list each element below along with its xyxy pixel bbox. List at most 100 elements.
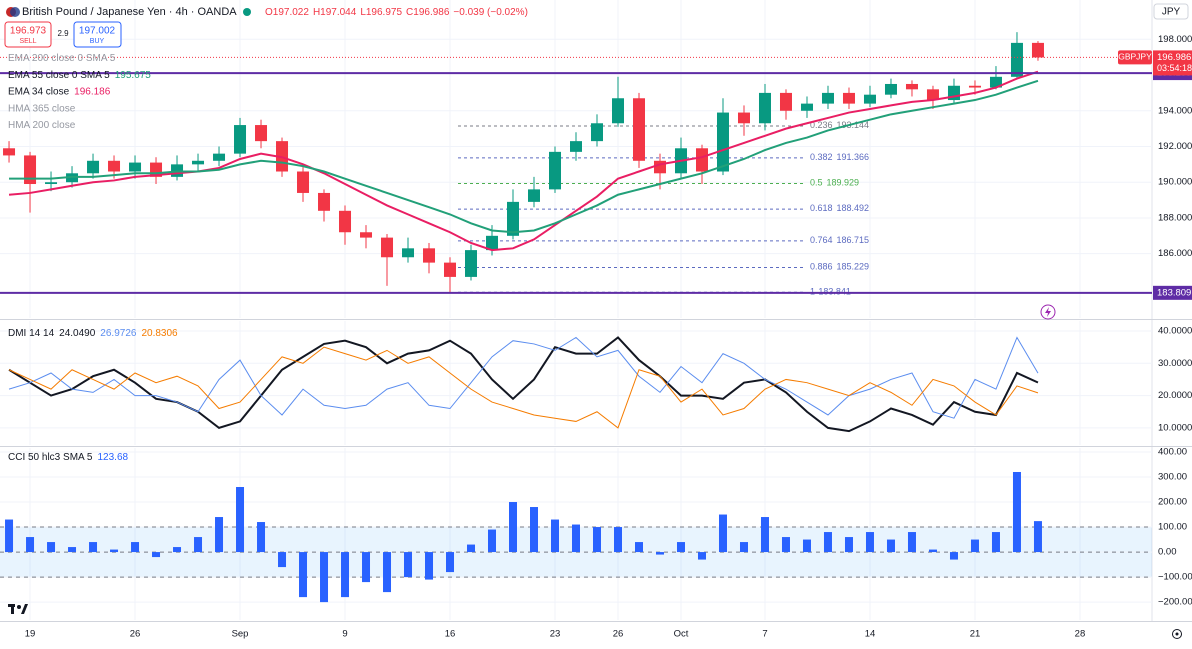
y-tick-label: −100.00: [1158, 572, 1192, 583]
indicator-legend: HMA 200 close: [8, 120, 76, 131]
cci-bar: [718, 514, 727, 553]
fib-label: 0.5 189.929: [810, 178, 859, 188]
legend-title: EMA 34 close: [8, 86, 70, 97]
x-tick-label: 23: [550, 629, 561, 640]
candle-body: [402, 248, 415, 258]
legend-value: 20.8306: [141, 328, 178, 339]
indicator-line: [8, 70, 1039, 252]
y-tick-label: 192.000: [1158, 141, 1192, 152]
candle-body: [87, 160, 100, 174]
legend-value: 123.68: [97, 452, 128, 463]
candle-body: [234, 125, 247, 154]
candle-body: [465, 250, 478, 277]
cci-bar: [47, 542, 56, 553]
last-price-text: 196.986: [1157, 52, 1191, 63]
candle-body: [989, 76, 1002, 88]
cci-bar: [739, 542, 748, 553]
candle-body: [255, 125, 268, 142]
x-tick-label: Oct: [674, 629, 689, 640]
cci-bar: [697, 552, 706, 560]
cci-bar: [320, 552, 329, 603]
indicator-line: [8, 336, 1039, 419]
x-tick-label: 19: [25, 629, 36, 640]
fib-label: 0.382 191.366: [810, 152, 869, 162]
legend-title: EMA 200 close 0 SMA 5: [8, 53, 116, 64]
cci-bar: [194, 537, 203, 553]
cci-bar: [257, 522, 266, 553]
candle-body: [821, 92, 834, 104]
candle-body: [24, 155, 37, 185]
ohlc-header: O197.022 H197.044 L196.975 C196.986 −0.039 (…: [265, 7, 528, 18]
cci-bar: [613, 527, 622, 553]
y-tick-label: 186.000: [1158, 248, 1192, 259]
y-tick-label: 10.0000: [1158, 422, 1192, 433]
cci-bar: [236, 487, 245, 553]
fib-ratio: 0.618: [810, 204, 833, 214]
candle-body: [549, 151, 562, 190]
candle-body: [528, 189, 541, 202]
candle-body: [632, 98, 645, 161]
sell-price: 196.973: [10, 26, 47, 37]
cci-bar: [467, 544, 476, 553]
cci-bar: [530, 507, 539, 553]
x-tick-label: 16: [445, 629, 456, 640]
cci-bar: [949, 552, 958, 560]
candle-body: [108, 160, 121, 172]
cci-bar: [26, 537, 35, 553]
cci-bar: [572, 524, 580, 553]
cci-bar: [634, 542, 643, 553]
candle-body: [192, 160, 205, 165]
fib-ratio: 0.764: [810, 235, 833, 245]
legend-title: CCI 50 hlc3 SMA 5: [8, 452, 93, 463]
fib-ratio: 0.382: [810, 152, 833, 162]
candle-body: [863, 94, 876, 104]
lightning-icon[interactable]: [1040, 304, 1056, 320]
settings-icon[interactable]: [1172, 629, 1182, 639]
y-tick-label: 20.0000: [1158, 390, 1192, 401]
candle-body: [716, 112, 729, 172]
candle-body: [318, 192, 331, 211]
buy-button[interactable]: [73, 21, 122, 48]
cci-bar: [488, 529, 497, 553]
legend-title: HMA 200 close: [8, 120, 76, 131]
candle-body: [444, 262, 457, 277]
sell-label: SELL: [19, 38, 36, 45]
fib-label: 0.618 188.492: [810, 204, 869, 214]
fib-ratio: 0.236: [810, 120, 833, 130]
currency: JPY: [1162, 7, 1181, 18]
candle-body: [611, 98, 624, 124]
buy-price: 197.002: [79, 26, 116, 37]
cci-bar: [865, 532, 874, 553]
market-status: [243, 8, 251, 16]
fib-price: 186.715: [837, 235, 870, 245]
legend-title: DMI 14 14: [8, 328, 55, 339]
fib-label: 0.764 186.715: [810, 235, 869, 245]
symbol-tag-text: GBPJPY: [1118, 52, 1152, 62]
currency-box[interactable]: [1153, 3, 1189, 20]
x-tick-label: 14: [865, 629, 876, 640]
candle-body: [695, 148, 708, 172]
sell-button[interactable]: [4, 21, 52, 48]
fib-ratio: 1: [810, 287, 815, 297]
legend-value: 195.675: [115, 69, 152, 80]
fib-price: 191.366: [837, 152, 870, 162]
indicator-legend: EMA 55 close 0 SMA 5 195.675: [8, 69, 151, 80]
cci-bar: [446, 552, 455, 573]
cci-bar: [5, 519, 14, 553]
candle-body: [884, 83, 897, 95]
cci-bar: [592, 527, 601, 553]
spread: 2.9: [57, 29, 69, 38]
cci-bar: [131, 542, 140, 553]
indicator-legend: EMA 34 close 196.186: [8, 86, 111, 97]
candle-body: [842, 92, 855, 104]
last-price-tag: [1153, 50, 1192, 76]
candle-body: [570, 141, 582, 152]
cci-bar: [404, 552, 413, 578]
candle-body: [507, 201, 520, 236]
ohlc-item: −0.039 (−0.02%): [453, 7, 528, 18]
x-tick-label: 26: [613, 629, 624, 640]
cci-bar: [299, 552, 308, 598]
tv-logo: [8, 604, 28, 614]
symbol-icon: [6, 7, 20, 17]
